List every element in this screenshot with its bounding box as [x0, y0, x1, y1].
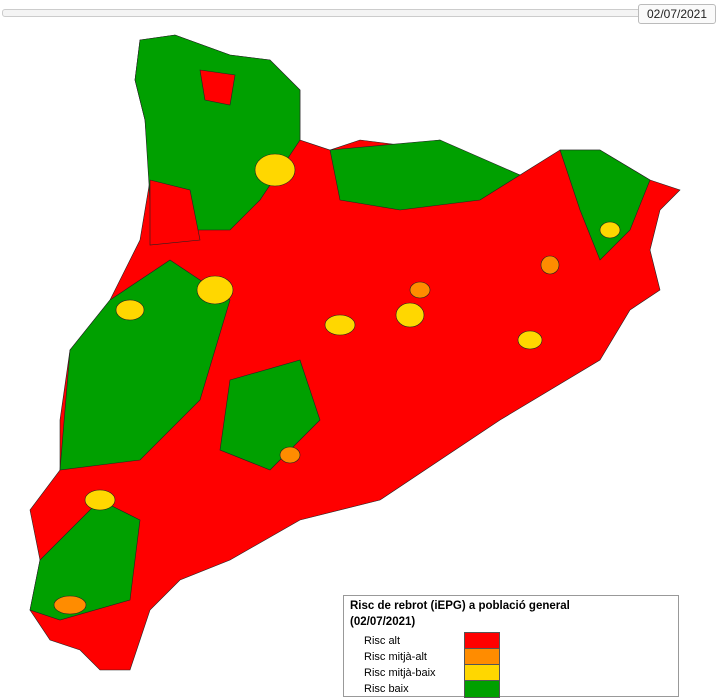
- region: [395, 302, 425, 328]
- region: [115, 299, 145, 321]
- region: [53, 595, 87, 615]
- region: [599, 221, 621, 239]
- region: [324, 314, 356, 336]
- region: [199, 69, 236, 106]
- legend-label: Risc baix: [364, 683, 409, 695]
- region: [559, 149, 651, 261]
- region: [329, 139, 521, 211]
- region: [84, 489, 116, 511]
- legend: Risc de rebrot (iEPG) a població general…: [343, 595, 679, 698]
- region: [254, 153, 296, 187]
- region: [134, 34, 301, 231]
- legend-swatch: [464, 680, 500, 698]
- date-label: 02/07/2021: [638, 4, 716, 24]
- legend-label: Risc mitjà-alt: [364, 651, 427, 663]
- region: [196, 275, 234, 305]
- legend-title: Risc de rebrot (iEPG) a població general: [350, 600, 570, 612]
- region: [149, 179, 201, 246]
- legend-label: Risc mitjà-baix: [364, 667, 436, 679]
- legend-label: Risc alt: [364, 635, 401, 647]
- region: [540, 255, 560, 275]
- region: [219, 359, 321, 471]
- region: [279, 446, 301, 464]
- legend-subtitle: (02/07/2021): [350, 616, 416, 628]
- legend-item: Risc mitjà-alt: [364, 648, 500, 666]
- catalonia-map: [29, 34, 681, 671]
- region: [59, 259, 231, 471]
- region: [517, 330, 543, 350]
- legend-item: Risc mitjà-baix: [364, 664, 500, 682]
- region: [409, 281, 431, 299]
- legend-item: Risc baix: [364, 680, 500, 698]
